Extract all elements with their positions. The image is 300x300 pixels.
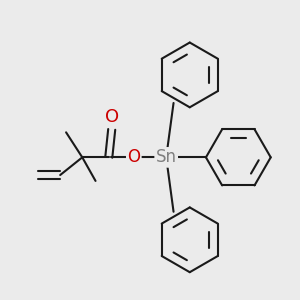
- Text: O: O: [105, 108, 119, 126]
- Text: O: O: [127, 148, 140, 166]
- Text: Sn: Sn: [156, 148, 177, 166]
